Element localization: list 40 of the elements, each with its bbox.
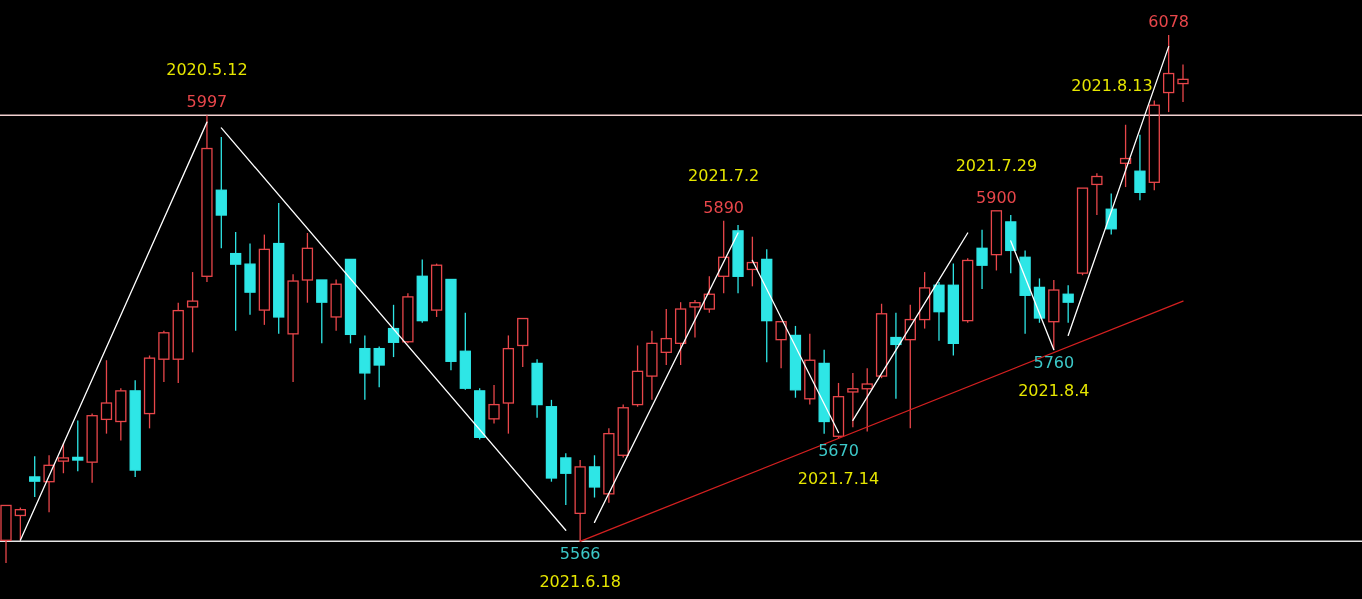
candlestick	[1177, 63, 1189, 103]
annotation: 5890	[703, 197, 745, 217]
annotation: 2021.7.2	[688, 165, 760, 185]
candlestick	[847, 372, 859, 428]
candlestick	[890, 312, 902, 400]
candlestick	[330, 278, 342, 332]
annotation: 2021.8.13	[1071, 76, 1153, 95]
annotation: 5670	[818, 441, 859, 461]
candlestick	[201, 114, 213, 283]
candlestick	[732, 224, 744, 294]
candlestick	[1091, 172, 1103, 216]
annotation: 2021.7.29	[955, 155, 1038, 175]
annotation: 5900	[976, 187, 1017, 207]
candlestick	[215, 136, 227, 249]
candlestick	[531, 358, 543, 419]
candlestick	[244, 242, 256, 316]
candlestick	[1134, 134, 1146, 201]
annotation: 2021.8.4	[1018, 380, 1090, 400]
candlestick	[646, 330, 658, 401]
candlestick	[689, 299, 701, 339]
candlestick	[402, 292, 414, 344]
candlestick	[186, 271, 199, 353]
annotation: 2020.5.12	[166, 60, 248, 80]
candlestick	[43, 454, 55, 513]
candlestick	[603, 427, 615, 504]
candlestick	[1119, 124, 1132, 188]
candlestick	[933, 281, 945, 342]
candlestick	[976, 229, 988, 290]
annotation: 5760	[1033, 352, 1075, 372]
candlestick	[230, 231, 242, 332]
text: 2021.6.18	[539, 572, 621, 592]
annotation: 2021.7.14	[797, 469, 880, 489]
candlestick	[488, 384, 500, 425]
candlestick	[1163, 34, 1175, 113]
annotation: 5566	[559, 544, 601, 564]
annotation: 6078	[1148, 12, 1190, 31]
candlestick	[287, 273, 299, 383]
candlestick	[1019, 249, 1031, 335]
candlestick	[574, 459, 586, 542]
annotation: 5997	[186, 92, 228, 112]
